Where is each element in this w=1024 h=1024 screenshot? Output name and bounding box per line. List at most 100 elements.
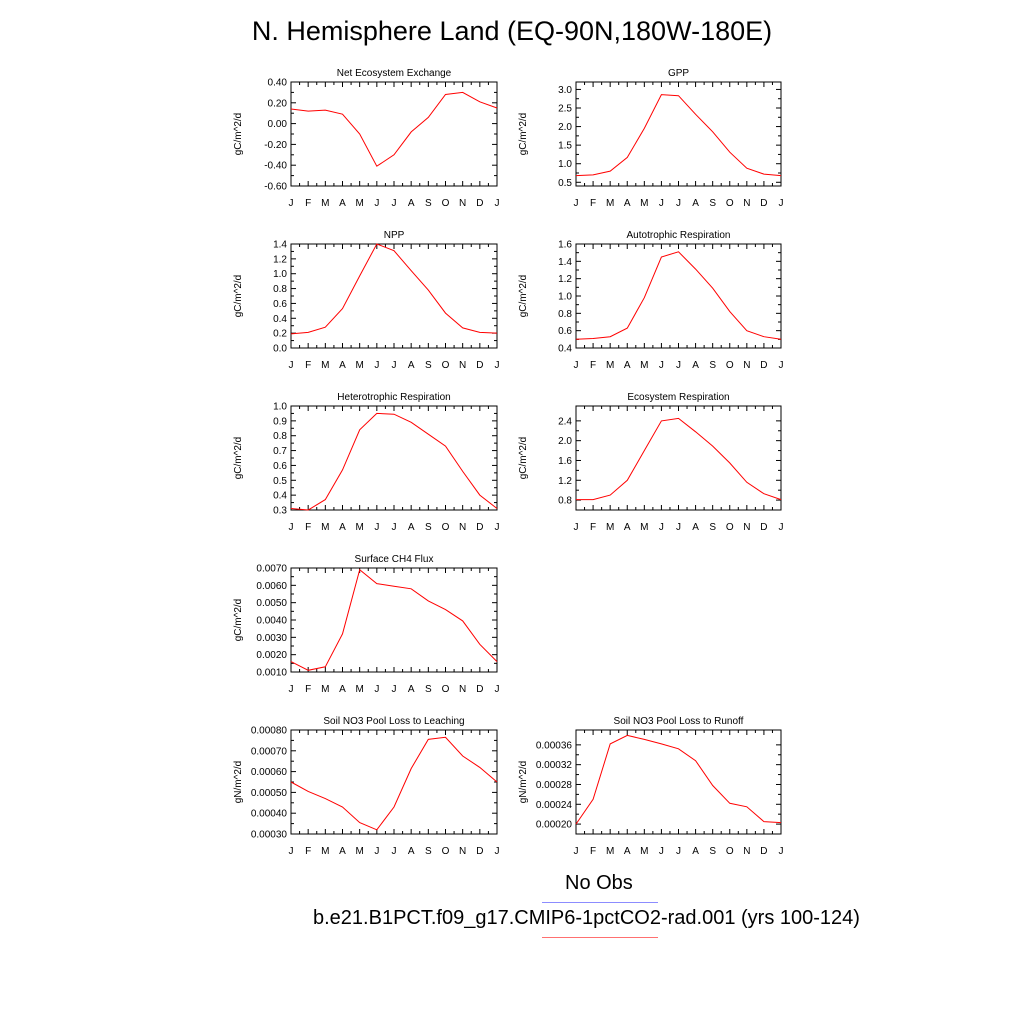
plot-frame [575,81,782,187]
chart-title: Net Ecosystem Exchange [337,68,452,79]
x-tick-label: N [459,198,466,209]
plot-frame [290,243,498,349]
y-tick-label: 0.00024 [536,800,573,811]
x-tick-label: N [743,522,750,533]
y-tick-label: 0.0040 [256,616,287,627]
plot-frame [575,405,782,511]
x-tick-label: A [339,684,346,695]
x-tick-label: A [624,846,631,857]
series-line [290,243,498,335]
series-line [290,91,498,167]
x-tick-label: S [709,846,716,857]
chart-title: Ecosystem Respiration [627,392,729,403]
x-tick-label: D [760,360,767,371]
y-tick-label: 2.0 [558,122,572,133]
chart-title: GPP [668,68,689,79]
x-tick-label: N [459,846,466,857]
x-tick-label: A [692,360,699,371]
x-tick-label: J [495,198,500,209]
x-tick-label: D [476,684,483,695]
y-tick-label: 0.6 [273,461,287,472]
x-tick-label: J [374,684,379,695]
x-tick-label: O [442,198,450,209]
x-tick-label: M [606,198,614,209]
x-tick-label: O [726,522,734,533]
plot-frame [290,729,498,835]
y-tick-label: 0.3 [273,506,287,517]
x-tick-label: O [726,846,734,857]
x-tick-label: O [442,522,450,533]
x-tick-label: A [408,360,415,371]
x-tick-label: M [606,360,614,371]
x-tick-label: M [640,846,648,857]
y-tick-label: 0.00070 [251,746,288,757]
x-tick-label: J [392,684,397,695]
x-tick-label: J [374,846,379,857]
series-line [575,251,782,340]
y-tick-label: 0.0020 [256,650,287,661]
y-tick-label: 0.0060 [256,581,287,592]
x-tick-label: A [692,522,699,533]
x-tick-label: J [659,522,664,533]
x-tick-label: J [779,522,784,533]
y-tick-label: 0.00028 [536,780,573,791]
y-tick-label: 0.2 [273,329,287,340]
y-tick-label: 1.2 [273,254,287,265]
y-tick-label: 1.6 [558,240,572,251]
x-tick-label: A [624,522,631,533]
y-axis-label: gC/m^2/d [518,437,529,480]
x-tick-label: A [692,846,699,857]
y-tick-label: 0.4 [273,491,287,502]
y-tick-label: 0.20 [268,98,288,109]
x-tick-label: S [709,360,716,371]
x-tick-label: J [574,198,579,209]
x-tick-label: N [743,846,750,857]
x-tick-label: S [425,198,432,209]
y-tick-label: 0.8 [558,309,572,320]
x-tick-label: S [425,684,432,695]
y-tick-label: 0.5 [273,476,287,487]
y-tick-label: 1.5 [558,141,572,152]
chart-title: Heterotrophic Respiration [337,392,450,403]
x-tick-label: A [624,360,631,371]
y-tick-label: 0.6 [558,326,572,337]
x-tick-label: A [339,360,346,371]
x-tick-label: A [339,846,346,857]
x-tick-label: J [495,360,500,371]
x-tick-label: D [476,360,483,371]
y-tick-label: 0.9 [273,416,287,427]
y-tick-label: 2.5 [558,104,572,115]
y-axis-label: gC/m^2/d [518,275,529,318]
x-tick-label: M [640,522,648,533]
y-tick-label: -0.40 [264,161,287,172]
x-tick-label: J [289,684,294,695]
x-tick-label: N [743,360,750,371]
x-tick-label: J [374,360,379,371]
y-tick-label: 0.4 [558,344,572,355]
y-tick-label: 0.00032 [536,760,573,771]
x-tick-label: N [459,522,466,533]
x-tick-label: J [289,360,294,371]
x-tick-label: J [779,360,784,371]
y-tick-label: 0.40 [268,78,288,89]
x-tick-label: J [392,198,397,209]
series-line [290,412,498,511]
y-tick-label: 1.6 [558,456,572,467]
plot-frame [290,405,498,511]
x-tick-label: J [495,846,500,857]
x-tick-label: J [392,846,397,857]
chart-title: Soil NO3 Pool Loss to Runoff [614,716,744,727]
series-line [576,417,782,501]
x-tick-label: A [692,198,699,209]
y-axis-label: gN/m^2/d [233,761,244,804]
y-axis-label: gC/m^2/d [518,113,529,156]
x-tick-label: J [495,684,500,695]
y-axis-label: gN/m^2/d [518,761,529,804]
x-tick-label: F [305,198,311,209]
y-tick-label: 0.6 [273,299,287,310]
x-tick-label: F [305,684,311,695]
x-tick-label: F [590,198,596,209]
x-tick-label: A [339,522,346,533]
x-tick-label: J [392,360,397,371]
x-tick-label: J [574,522,579,533]
